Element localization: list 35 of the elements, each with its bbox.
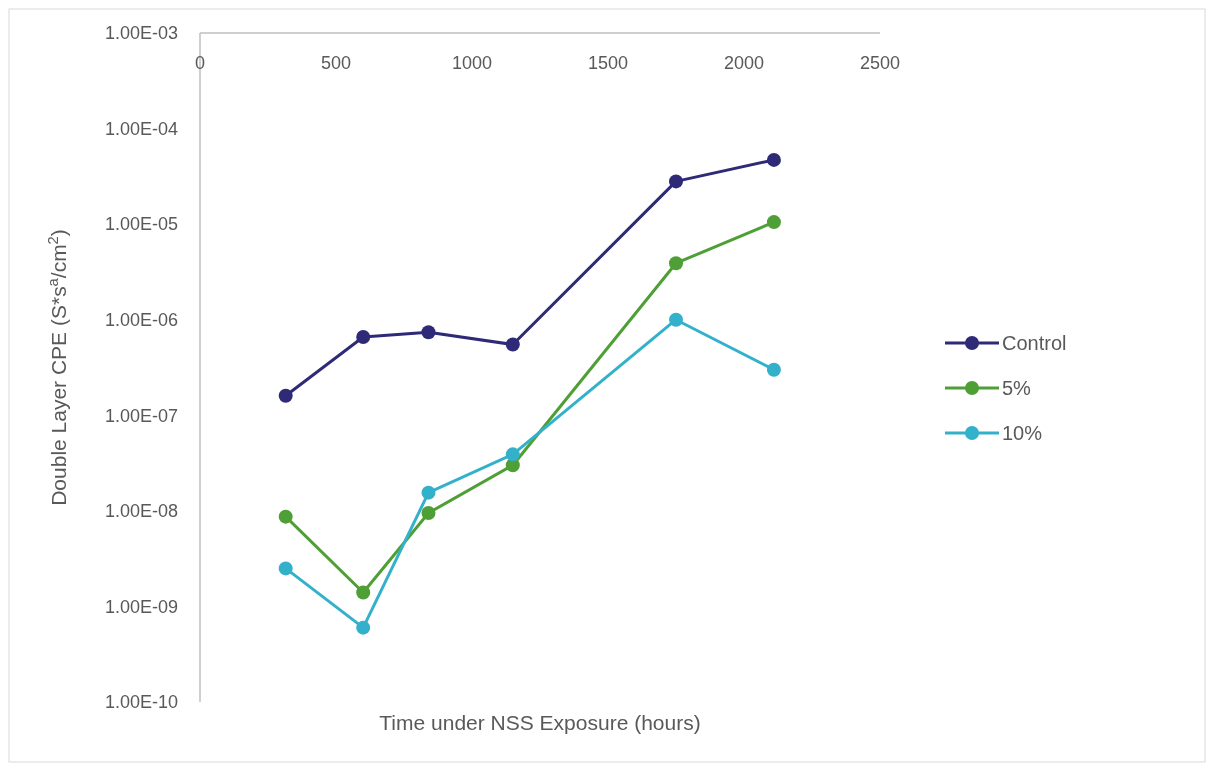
x-tick-label: 1500 — [587, 53, 629, 73]
point — [356, 329, 371, 344]
y-tick-label: 1.00E-10 — [104, 692, 178, 713]
x-tick-label: 500 — [320, 53, 352, 73]
point — [356, 585, 371, 600]
point — [766, 215, 781, 230]
point — [421, 325, 436, 340]
point — [766, 152, 781, 167]
x-axis-title: Time under NSS Exposure (hours) — [379, 711, 701, 734]
y-tick-label: 1.00E-05 — [104, 214, 178, 235]
y-tick-label: 1.00E-06 — [104, 310, 178, 331]
y-tick-label: 1.00E-09 — [104, 596, 178, 617]
point — [356, 620, 371, 635]
legend-label: 5% — [1002, 377, 1032, 399]
x-tick-label: 0 — [194, 53, 206, 73]
point — [505, 337, 520, 352]
point — [278, 388, 293, 403]
point — [669, 312, 683, 327]
point — [278, 509, 293, 524]
point — [278, 561, 293, 576]
x-tick-label: 1000 — [451, 53, 493, 73]
y-tick-label: 1.00E-08 — [104, 501, 178, 522]
point — [766, 362, 781, 377]
point — [669, 174, 683, 189]
x-tick-label: 2000 — [723, 53, 765, 73]
y-tick-label: 1.00E-03 — [104, 23, 178, 44]
x-tick-label: 2500 — [859, 53, 901, 73]
y-tick-label: 1.00E-07 — [104, 405, 178, 426]
legend-label: Control — [1002, 332, 1067, 354]
point — [421, 505, 436, 520]
legend-label: 10% — [1002, 422, 1043, 444]
point — [669, 256, 683, 271]
point — [505, 447, 520, 462]
point — [421, 485, 436, 500]
y-tick-label: 1.00E-04 — [104, 118, 178, 139]
